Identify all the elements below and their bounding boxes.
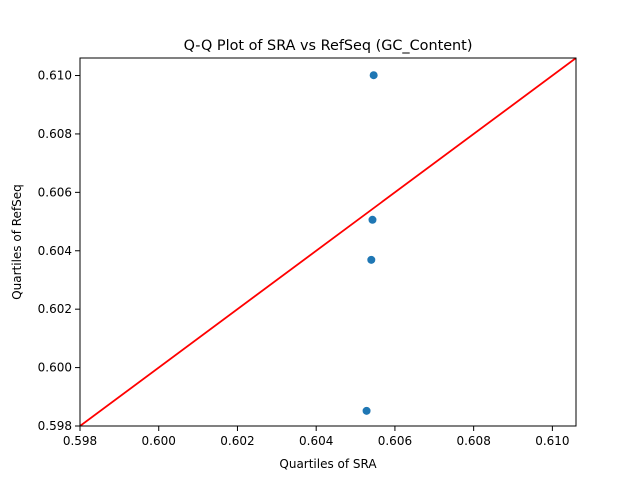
chart-title: Q-Q Plot of SRA vs RefSeq (GC_Content) (184, 38, 473, 54)
y-tick-label: 0.602 (38, 302, 72, 316)
y-tick-label: 0.606 (38, 185, 72, 199)
scatter-point (367, 255, 376, 264)
x-tick-label: 0.608 (456, 434, 490, 448)
plot-frame (79, 57, 577, 427)
y-tick-label: 0.608 (38, 127, 72, 141)
y-axis-label: Quartiles of RefSeq (10, 184, 24, 300)
y-tick-label: 0.600 (38, 361, 72, 375)
y-tick-label: 0.610 (38, 69, 72, 83)
scatter-point (368, 215, 377, 224)
x-axis-label: Quartiles of SRA (279, 457, 377, 471)
x-tick-label: 0.600 (142, 434, 176, 448)
x-tick-label: 0.610 (535, 434, 569, 448)
y-tick-label: 0.604 (38, 244, 72, 258)
y-tick-label: 0.598 (38, 419, 72, 433)
x-tick-label: 0.604 (299, 434, 333, 448)
x-tick-label: 0.606 (378, 434, 412, 448)
reference-line (80, 58, 576, 426)
scatter-point (362, 406, 371, 415)
y-axis-ticks: 0.598 0.600 0.602 0.604 0.606 0.608 0.610 (38, 69, 80, 433)
x-tick-label: 0.602 (220, 434, 254, 448)
plot-area (80, 58, 576, 426)
scatter-point (369, 71, 378, 80)
x-axis-ticks: 0.598 0.600 0.602 0.604 0.606 0.608 0.610 (63, 426, 570, 448)
x-tick-label: 0.598 (63, 434, 97, 448)
